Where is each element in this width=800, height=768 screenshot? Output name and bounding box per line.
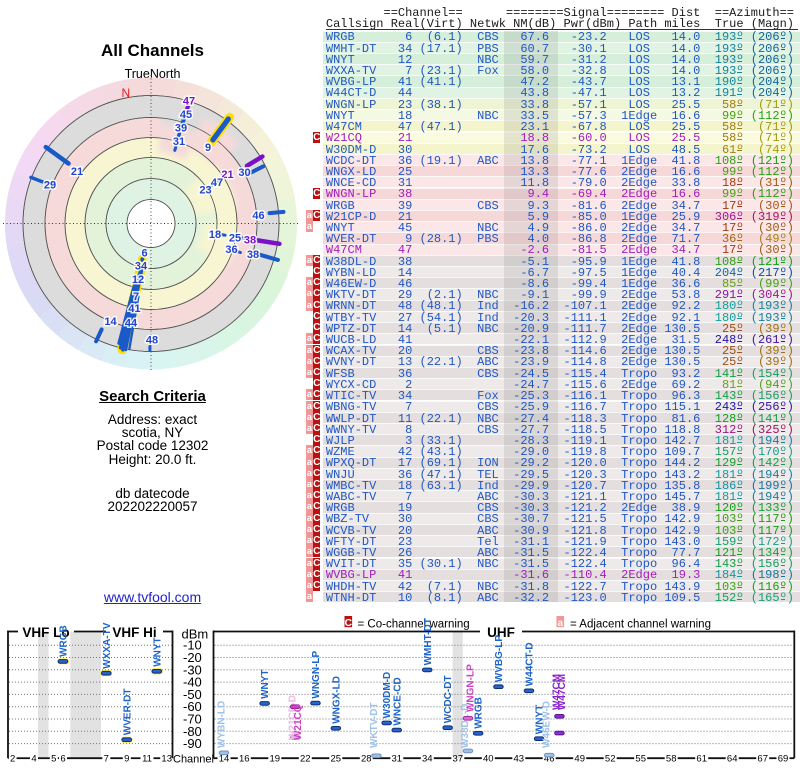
svg-text:14: 14 — [219, 754, 230, 765]
svg-text:W47CM: W47CM — [552, 674, 563, 710]
svg-text:WNYT: WNYT — [260, 669, 271, 698]
svg-text:9: 9 — [205, 142, 211, 154]
svg-text:16: 16 — [239, 754, 250, 765]
svg-text:2: 2 — [10, 754, 15, 765]
svg-text:36: 36 — [225, 244, 237, 256]
svg-text:25: 25 — [331, 754, 342, 765]
svg-text:5: 5 — [51, 754, 56, 765]
svg-text:a: a — [558, 618, 564, 629]
svg-text:4: 4 — [31, 754, 36, 765]
svg-text:6: 6 — [141, 248, 147, 260]
svg-text:-60: -60 — [183, 699, 202, 714]
svg-text:48: 48 — [146, 335, 158, 347]
svg-text:37: 37 — [453, 754, 464, 765]
svg-text:WMHT-DT: WMHT-DT — [423, 618, 434, 665]
svg-text:W44CT-D: W44CT-D — [524, 642, 535, 686]
svg-text:WNCE-CD: WNCE-CD — [392, 677, 403, 725]
svg-text:64: 64 — [727, 754, 738, 765]
svg-text:-40: -40 — [183, 675, 202, 690]
svg-text:= Co-channel warning: = Co-channel warning — [358, 619, 470, 631]
svg-text:WCDC-DT: WCDC-DT — [443, 675, 454, 723]
svg-text:WNGN-LP: WNGN-LP — [311, 651, 322, 699]
svg-text:34: 34 — [135, 261, 148, 273]
svg-text:W30DM-D: W30DM-D — [382, 672, 393, 719]
svg-text:WKTV-DT: WKTV-DT — [369, 702, 380, 748]
svg-text:-90: -90 — [183, 736, 202, 751]
svg-text:= Adjacent channel warning: = Adjacent channel warning — [570, 619, 711, 631]
svg-text:23: 23 — [199, 185, 211, 197]
svg-text:41: 41 — [128, 303, 140, 315]
svg-text:14: 14 — [104, 316, 117, 328]
svg-text:WXXA-TV: WXXA-TV — [102, 622, 113, 668]
svg-text:67: 67 — [757, 754, 768, 765]
svg-text:38: 38 — [244, 235, 256, 247]
svg-text:21: 21 — [221, 169, 233, 181]
svg-text:45: 45 — [180, 109, 192, 121]
svg-text:11: 11 — [142, 754, 152, 765]
svg-text:9: 9 — [124, 754, 129, 765]
svg-text:58: 58 — [666, 754, 677, 765]
svg-text:13: 13 — [161, 754, 172, 765]
svg-text:21: 21 — [71, 166, 83, 178]
svg-text:W47CM: W47CM — [557, 674, 568, 710]
svg-text:6: 6 — [60, 754, 65, 765]
svg-text:WRGB: WRGB — [59, 625, 70, 657]
svg-text:25: 25 — [229, 233, 241, 245]
svg-text:7: 7 — [104, 754, 109, 765]
svg-text:Channel: Channel — [173, 754, 214, 766]
svg-text:C: C — [345, 617, 353, 629]
svg-text:-70: -70 — [183, 712, 202, 727]
svg-text:49: 49 — [574, 754, 585, 765]
svg-text:WYBN-LD: WYBN-LD — [216, 701, 227, 748]
svg-text:69: 69 — [778, 754, 789, 765]
svg-text:55: 55 — [635, 754, 646, 765]
svg-text:W46EW-D: W46EW-D — [542, 701, 553, 748]
svg-text:46: 46 — [252, 210, 264, 222]
svg-text:43: 43 — [514, 754, 525, 765]
svg-text:W21CP-D: W21CP-D — [287, 695, 298, 740]
svg-text:12: 12 — [132, 274, 144, 286]
svg-text:39: 39 — [175, 123, 187, 135]
svg-text:30: 30 — [238, 167, 250, 179]
svg-text:31: 31 — [173, 136, 185, 148]
svg-text:WNGX-LD: WNGX-LD — [331, 676, 342, 724]
svg-text:61: 61 — [696, 754, 707, 765]
svg-text:44: 44 — [125, 318, 138, 330]
svg-text:31: 31 — [392, 754, 403, 765]
svg-text:W21CQ: W21CQ — [293, 704, 304, 740]
svg-text:52: 52 — [605, 754, 616, 765]
svg-text:40: 40 — [483, 754, 494, 765]
svg-text:38: 38 — [247, 249, 259, 261]
svg-text:WNYT: WNYT — [152, 637, 163, 666]
svg-text:47: 47 — [183, 96, 195, 108]
svg-text:-30: -30 — [183, 662, 202, 677]
svg-text:W38DL-D: W38DL-D — [460, 704, 471, 748]
svg-text:VHF Hi: VHF Hi — [112, 625, 156, 640]
svg-text:-20: -20 — [183, 650, 202, 665]
svg-text:N: N — [122, 86, 131, 100]
svg-text:34: 34 — [422, 754, 433, 765]
svg-text:-80: -80 — [183, 724, 202, 739]
svg-text:dBm: dBm — [182, 627, 209, 642]
svg-text:22: 22 — [300, 754, 311, 765]
svg-text:47: 47 — [211, 177, 223, 189]
svg-text:28: 28 — [361, 754, 372, 765]
svg-text:VHF Lo: VHF Lo — [22, 625, 69, 640]
svg-text:WRGB: WRGB — [474, 697, 485, 729]
svg-text:WNGN-LP: WNGN-LP — [466, 664, 477, 712]
svg-text:19: 19 — [270, 754, 281, 765]
svg-text:WNYT: WNYT — [535, 705, 546, 734]
svg-text:-10: -10 — [183, 638, 202, 653]
svg-text:WVER-DT: WVER-DT — [122, 689, 133, 736]
svg-text:18: 18 — [209, 229, 221, 241]
svg-text:29: 29 — [44, 180, 56, 192]
svg-text:7: 7 — [133, 291, 139, 303]
svg-text:-50: -50 — [183, 687, 202, 702]
svg-text:WVBG-LP: WVBG-LP — [494, 635, 505, 683]
svg-text:46: 46 — [544, 754, 555, 765]
svg-text:UHF: UHF — [487, 625, 515, 640]
